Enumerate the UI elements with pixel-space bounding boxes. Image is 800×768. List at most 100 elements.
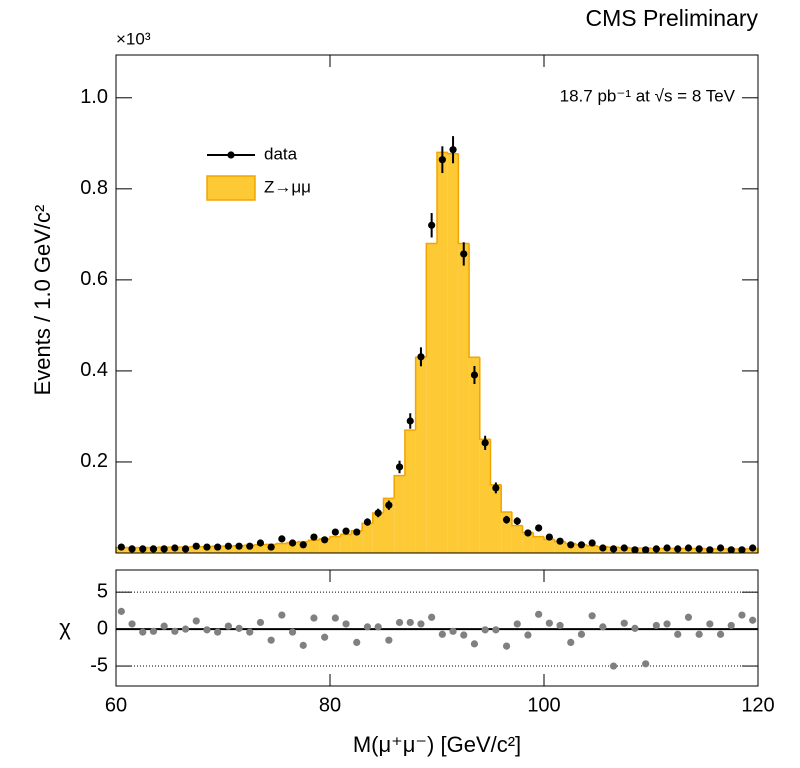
x-tick-label: 100: [527, 694, 560, 716]
data-point: [267, 543, 275, 551]
data-point: [310, 533, 318, 541]
residual-point: [535, 610, 543, 618]
residual-point: [652, 621, 660, 630]
residual-point: [417, 620, 425, 628]
residual-point: [749, 616, 757, 624]
residual-point: [374, 623, 382, 631]
residual-point: [288, 628, 297, 636]
residual-point: [642, 660, 650, 668]
residual-point: [171, 627, 179, 635]
histogram-bar: [479, 439, 491, 553]
data-point: [513, 517, 521, 525]
x-tick-label: 80: [319, 694, 341, 716]
data-point: [545, 533, 553, 541]
histogram-bar: [458, 243, 470, 553]
residual-point: [203, 626, 211, 634]
legend-label: Z→μμ: [264, 177, 311, 196]
residual-point: [706, 620, 714, 628]
data-point: [524, 529, 532, 537]
data-point: [684, 544, 693, 552]
data-point: [727, 546, 735, 554]
histogram-edge: [436, 151, 448, 244]
histogram-edge: [297, 540, 309, 543]
legend-marker: [227, 151, 235, 159]
data-point: [631, 546, 639, 554]
residual-point: [620, 619, 628, 627]
histogram-edge: [489, 439, 502, 486]
data-point: [470, 371, 479, 379]
y-tick-label: 0.2: [80, 450, 108, 472]
histogram-bar: [586, 545, 598, 553]
histogram-bar: [190, 546, 202, 553]
data-point: [256, 539, 265, 547]
data-point: [139, 545, 147, 553]
residual-point: [246, 628, 254, 636]
residual-point: [214, 628, 222, 636]
histogram-bar: [490, 484, 502, 553]
data-point: [674, 545, 682, 553]
plot-frame: [115, 569, 759, 687]
residual-point: [460, 631, 468, 639]
data-point: [321, 536, 329, 544]
histogram-bar: [533, 536, 544, 553]
residual-point: [513, 620, 521, 628]
residual-point: [502, 642, 511, 650]
histogram-edge: [457, 153, 470, 245]
data-point: [417, 353, 425, 361]
residual-point: [128, 620, 136, 628]
data-point: [577, 541, 586, 549]
histogram-bar: [415, 357, 427, 553]
residual-point: [256, 618, 265, 627]
data-point: [749, 544, 757, 552]
histogram-bar: [404, 430, 416, 553]
histogram-edge: [500, 484, 512, 513]
annotation: 18.7 pb⁻¹ at √s = 8 TeV: [560, 86, 736, 105]
residual-point: [545, 619, 553, 627]
residual-point: [588, 612, 596, 620]
residual-point: [684, 613, 693, 621]
data-point: [385, 501, 393, 509]
residual-point: [117, 607, 125, 615]
residual-point: [438, 630, 446, 638]
histogram-bar: [469, 357, 480, 553]
data-point: [609, 545, 618, 553]
data-point: [128, 545, 136, 553]
residual-point: [235, 624, 243, 632]
legend-label: data: [264, 144, 298, 163]
data-point: [642, 546, 650, 554]
histogram-bar: [330, 536, 341, 553]
histogram-bar: [308, 540, 320, 553]
residual-point: [224, 622, 232, 630]
data-point: [192, 542, 200, 550]
data-point: [117, 543, 125, 551]
residual-point: [267, 636, 275, 644]
data-point: [556, 537, 564, 545]
histogram-edge: [275, 542, 288, 545]
residual-point: [278, 611, 286, 619]
data-point: [288, 539, 297, 547]
data-point: [149, 545, 158, 553]
residual-point: [599, 623, 607, 631]
y-tick-label: -5: [90, 654, 108, 676]
data-point: [706, 546, 714, 554]
histogram-bar: [276, 543, 288, 553]
histogram-edge: [382, 497, 395, 513]
residual-point: [310, 614, 318, 622]
histogram-bar: [426, 243, 437, 553]
y-tick-label: 0.8: [80, 177, 108, 199]
residual-point: [321, 633, 329, 641]
histogram-bar: [394, 475, 405, 553]
histogram-bar: [383, 498, 395, 553]
histogram-edge: [404, 429, 416, 476]
legend-swatch: [206, 175, 256, 201]
data-point: [395, 463, 404, 471]
plot-frame: [115, 54, 759, 554]
data-point: [160, 545, 168, 553]
data-point: [438, 156, 446, 164]
residual-point: [674, 630, 682, 638]
residual-point: [192, 617, 200, 625]
x-tick-label: 120: [741, 694, 774, 716]
histogram-edge: [393, 474, 405, 499]
histogram-bar: [287, 542, 298, 553]
